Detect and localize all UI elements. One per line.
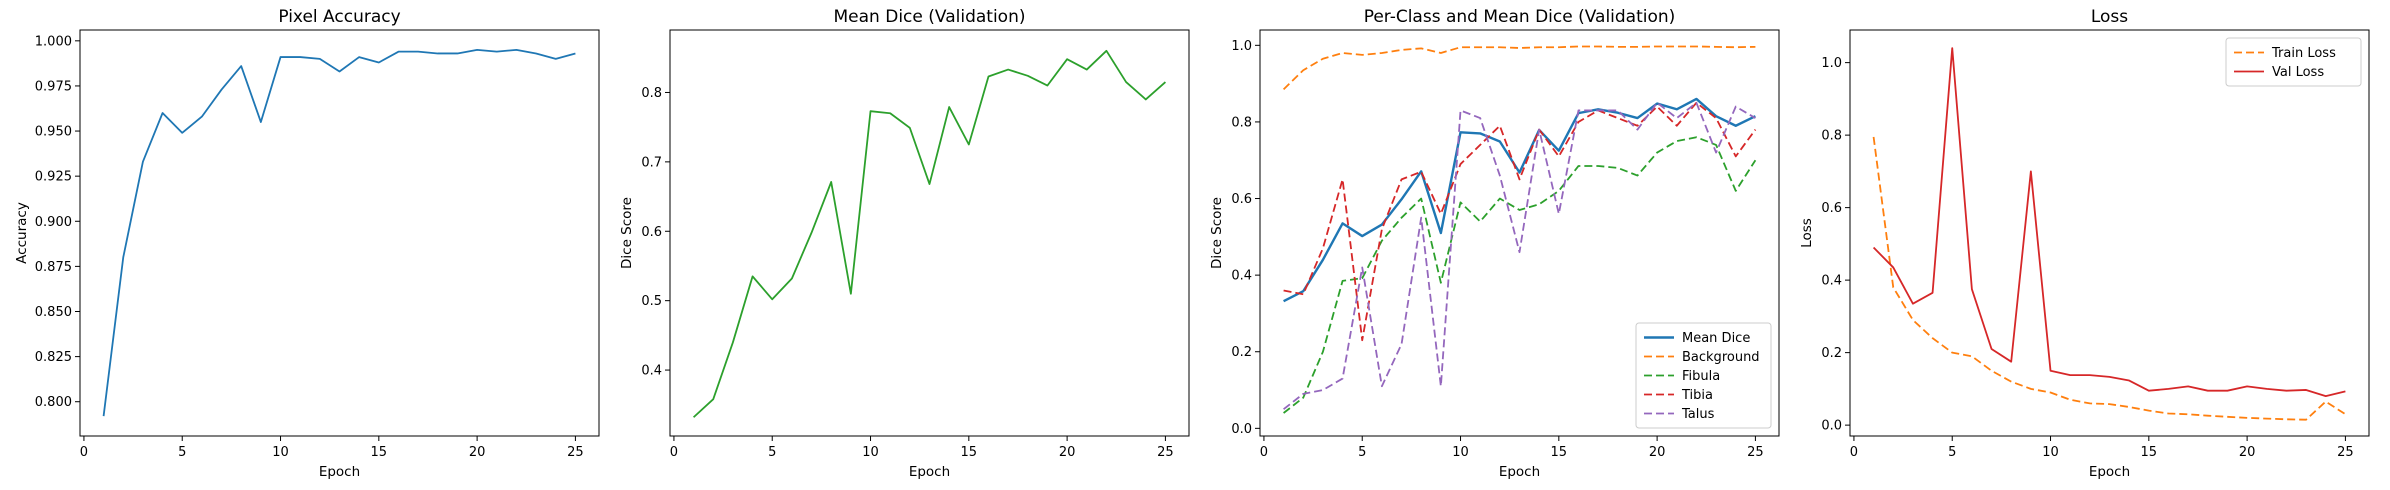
y-tick-label: 0.950 xyxy=(35,125,72,140)
x-tick-label: 15 xyxy=(961,445,978,460)
y-tick-label: 0.4 xyxy=(1821,274,1842,289)
x-tick-label: 15 xyxy=(371,445,388,460)
legend-label: Val Loss xyxy=(2272,65,2324,80)
legend-box xyxy=(2225,37,2362,87)
x-tick-label: 20 xyxy=(1649,445,1666,460)
chart-panel-1: Pixel Accuracy 0 5 10 15 20 25 0.800 0.825 0.850 0… xyxy=(14,7,600,480)
axes-frame xyxy=(669,29,1190,437)
legend-box xyxy=(1635,322,1772,429)
x-tick-label: 0 xyxy=(1850,445,1858,460)
x-tick-label: 10 xyxy=(862,445,879,460)
series-group xyxy=(1282,45,1757,414)
x-tick-label: 0 xyxy=(80,445,88,460)
series-line xyxy=(692,49,1167,418)
y-tick-label: 0.5 xyxy=(641,294,662,309)
x-tick-label: 10 xyxy=(1452,445,1469,460)
x-axis-label: Epoch xyxy=(319,464,360,480)
y-tick-label: 0.6 xyxy=(1231,192,1252,207)
y-axis-label: Loss xyxy=(1799,218,1815,248)
y-axis-label: Dice Score xyxy=(1209,197,1225,269)
series-group xyxy=(692,49,1167,418)
chart-title: Loss xyxy=(2091,7,2128,27)
y-tick-label: 0.7 xyxy=(641,155,662,170)
y-tick-label: 0.0 xyxy=(1231,422,1252,437)
series-line-mean-dice xyxy=(1283,97,1756,303)
y-tick-label: 0.6 xyxy=(641,225,662,240)
y-tick-label: 0.4 xyxy=(1231,269,1252,284)
x-tick-label: 5 xyxy=(1358,445,1366,460)
legend-label: Train Loss xyxy=(2271,46,2336,61)
x-tick-label: 25 xyxy=(567,445,584,460)
axes-frame xyxy=(1259,29,1780,437)
x-axis-label: Epoch xyxy=(909,464,950,480)
y-tick-label: 0.4 xyxy=(641,364,662,379)
chart-panel-3: Per-Class and Mean Dice (Validation) 0 5 10… xyxy=(1209,7,1780,480)
x-tick-label: 20 xyxy=(1059,445,1076,460)
chart-title: Mean Dice (Validation) xyxy=(834,7,1026,27)
x-tick-label: 10 xyxy=(272,445,289,460)
chart-title: Pixel Accuracy xyxy=(278,7,400,27)
y-tick-label: 0.875 xyxy=(35,260,72,275)
chart-panel-4: Loss 0 5 10 15 20 25 0.0 0.2 0.4 0.6 0.8 1.0 Epoch Los… xyxy=(1799,7,2370,480)
series-group xyxy=(1872,47,2346,421)
x-tick-label: 0 xyxy=(670,445,678,460)
axes-frame xyxy=(1849,29,2370,437)
y-tick-label: 1.000 xyxy=(35,34,72,49)
y-axis-label: Dice Score xyxy=(619,197,635,269)
x-tick-label: 25 xyxy=(2337,445,2354,460)
x-axis-label: Epoch xyxy=(1499,464,1540,480)
y-tick-label: 0.975 xyxy=(35,79,72,94)
y-tick-label: 0.6 xyxy=(1821,201,1842,216)
y-axis-label: Accuracy xyxy=(14,202,30,264)
series-line xyxy=(102,48,576,417)
y-tick-label: 0.925 xyxy=(35,170,72,185)
x-tick-label: 5 xyxy=(178,445,186,460)
y-tick-label: 0.8 xyxy=(641,86,662,101)
axes-frame xyxy=(79,29,600,437)
x-tick-label: 5 xyxy=(768,445,776,460)
y-tick-label: 0.2 xyxy=(1231,345,1252,360)
x-tick-label: 20 xyxy=(2239,445,2256,460)
y-tick-label: 0.2 xyxy=(1821,346,1842,361)
y-tick-label: 1.0 xyxy=(1821,56,1842,71)
series-line-tibia xyxy=(1283,101,1757,342)
series-line-val-loss xyxy=(1872,47,2346,398)
y-tick-label: 0.8 xyxy=(1821,129,1842,144)
x-tick-label: 25 xyxy=(1157,445,1174,460)
y-tick-label: 0.850 xyxy=(35,305,72,320)
x-tick-label: 15 xyxy=(2141,445,2158,460)
series-line-train-loss xyxy=(1872,136,2346,421)
x-tick-label: 10 xyxy=(2042,445,2059,460)
chart-panel-2: Mean Dice (Validation) 0 5 10 15 20 25 0.4 0.5 0.… xyxy=(619,7,1190,480)
legend-label: Mean Dice xyxy=(1682,331,1750,346)
legend: Mean Dice Background Fibula Tibia Talus xyxy=(1635,322,1772,429)
legend-label: Tibia xyxy=(1681,388,1713,403)
y-tick-label: 0.0 xyxy=(1821,419,1842,434)
x-tick-label: 0 xyxy=(1260,445,1268,460)
y-tick-label: 1.0 xyxy=(1231,39,1252,54)
x-axis-label: Epoch xyxy=(2089,464,2130,480)
y-tick-label: 0.800 xyxy=(35,395,72,410)
y-tick-label: 0.825 xyxy=(35,350,72,365)
chart-title: Per-Class and Mean Dice (Validation) xyxy=(1364,7,1676,27)
legend-label: Background xyxy=(1682,350,1760,365)
series-line-talus xyxy=(1283,101,1756,410)
y-tick-label: 0.8 xyxy=(1231,115,1252,130)
legend-label: Fibula xyxy=(1682,369,1720,384)
x-tick-label: 20 xyxy=(469,445,486,460)
y-tick-label: 0.900 xyxy=(35,215,72,230)
series-line-fibula xyxy=(1283,136,1757,414)
x-tick-label: 25 xyxy=(1747,445,1764,460)
series-group xyxy=(102,48,576,417)
legend-label: Talus xyxy=(1681,407,1715,422)
x-tick-label: 15 xyxy=(1551,445,1568,460)
legend: Train Loss Val Loss xyxy=(2225,37,2362,87)
series-line-background xyxy=(1282,45,1756,91)
x-tick-label: 5 xyxy=(1948,445,1956,460)
